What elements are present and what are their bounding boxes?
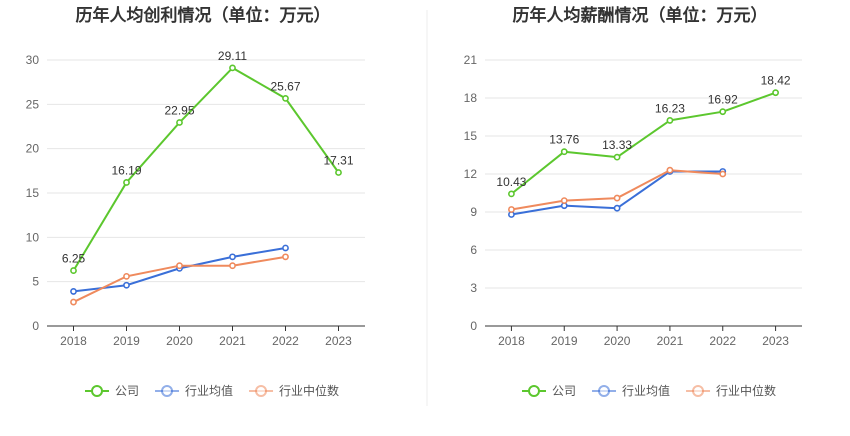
data-point-industry_median[interactable] [719,170,727,178]
series-line-company [510,91,776,195]
x-tick-label: 2022 [272,334,299,348]
y-tick-label: 12 [464,167,478,181]
data-label: 25.67 [270,79,300,93]
y-tick-label: 3 [470,281,477,295]
y-tick-label: 20 [26,142,40,156]
x-tick-label: 2023 [762,334,789,348]
chart-title: 历年人均创利情况（单位：万元） [76,5,331,26]
data-label: 29.11 [218,49,247,63]
data-label: 22.95 [164,104,194,118]
data-point-company[interactable] [772,89,779,97]
x-tick-label: 2018 [498,334,525,348]
chart-legend[interactable]: 公司 行业均值 行业中位数 [522,383,776,398]
x-tick-label: 2018 [60,334,87,348]
legend-item-industry_median[interactable]: 行业中位数 [686,383,776,398]
data-point-industry_median[interactable] [282,253,289,261]
legend-marker-icon [91,385,103,397]
x-tick-label: 2020 [166,334,193,348]
chart-title: 历年人均薪酬情况（单位：万元） [513,5,768,26]
x-tick-label: 2019 [551,334,578,348]
legend-item-company[interactable]: 公司 [522,384,576,398]
x-tick-label: 2023 [325,334,352,348]
y-tick-label: 25 [26,97,40,111]
data-point-company[interactable] [508,190,515,198]
legend-marker-icon [255,385,268,397]
y-tick-label: 30 [26,53,40,67]
data-point-industry_median[interactable] [176,262,183,270]
data-point-industry_median[interactable] [666,166,674,174]
y-tick-label: 15 [26,186,40,200]
data-label: 10.43 [496,175,526,189]
data-point-industry_median[interactable] [613,194,621,202]
data-point-industry_median[interactable] [560,197,568,204]
data-label: 13.33 [602,138,632,152]
data-label: 17.31 [323,154,353,168]
legend-item-industry_avg[interactable]: 行业均值 [155,383,233,398]
y-tick-label: 9 [470,205,477,219]
chart-legend[interactable]: 公司 行业均值 行业中位数 [85,383,339,398]
data-point-company[interactable] [335,169,342,176]
x-tick-label: 2019 [113,334,140,348]
data-point-company[interactable] [666,117,674,124]
legend-label: 公司 [552,384,576,398]
x-tick-label: 2020 [604,334,631,348]
data-point-industry_avg[interactable] [282,244,289,252]
data-point-industry_avg[interactable] [70,288,77,295]
data-point-industry_median[interactable] [70,298,77,306]
x-tick-label: 2021 [219,334,246,348]
x-tick-label: 2021 [657,334,684,348]
data-point-company[interactable] [719,108,727,116]
y-tick-label: 0 [470,319,477,333]
data-point-company[interactable] [613,153,621,161]
data-point-industry_avg[interactable] [123,281,130,289]
legend-label: 行业均值 [622,383,670,398]
y-tick-label: 10 [26,230,40,244]
legend-label: 行业中位数 [279,383,339,398]
data-point-industry_avg[interactable] [229,253,236,261]
x-tick-label: 2022 [709,334,736,348]
data-label: 16.19 [111,163,141,177]
series-line-company [72,66,340,272]
y-tick-label: 18 [464,91,478,105]
data-label: 16.23 [655,101,685,115]
data-point-industry_median[interactable] [508,206,515,213]
y-tick-label: 5 [32,275,39,289]
data-point-company[interactable] [176,119,183,126]
data-point-company[interactable] [70,267,77,274]
legend-label: 公司 [115,384,139,398]
data-label: 6.25 [62,252,86,266]
legend-marker-icon [692,385,705,397]
data-point-company[interactable] [560,148,568,156]
data-point-industry_median[interactable] [229,262,236,270]
y-tick-label: 6 [470,243,477,257]
legend-label: 行业中位数 [716,383,776,398]
data-label: 18.42 [761,74,791,88]
legend-item-industry_avg[interactable]: 行业均值 [592,383,670,398]
y-tick-label: 15 [464,129,478,143]
profit-per-capita-chart: 历年人均创利情况（单位：万元） 0 5 10 15 20 25 30 2018 2019 2020… [26,5,365,348]
legend-marker-icon [598,385,611,397]
data-point-company[interactable] [123,179,130,186]
legend-marker-icon [528,385,540,397]
data-label: 16.92 [708,93,738,107]
data-point-company[interactable] [282,94,289,102]
legend-item-industry_median[interactable]: 行业中位数 [249,383,339,398]
legend-label: 行业均值 [185,383,233,398]
data-label: 13.76 [549,133,579,147]
data-point-industry_avg[interactable] [613,204,621,212]
legend-marker-icon [161,385,174,397]
salary-per-capita-chart: 历年人均薪酬情况（单位：万元） 0 3 6 9 12 15 18 21 2018 2019 2020… [464,5,802,348]
data-point-company[interactable] [229,64,236,72]
y-tick-label: 21 [464,53,478,67]
y-tick-label: 0 [32,319,39,333]
data-point-industry_median[interactable] [123,272,130,280]
series-line-industry_median [511,169,723,211]
legend-item-company[interactable]: 公司 [85,384,139,398]
